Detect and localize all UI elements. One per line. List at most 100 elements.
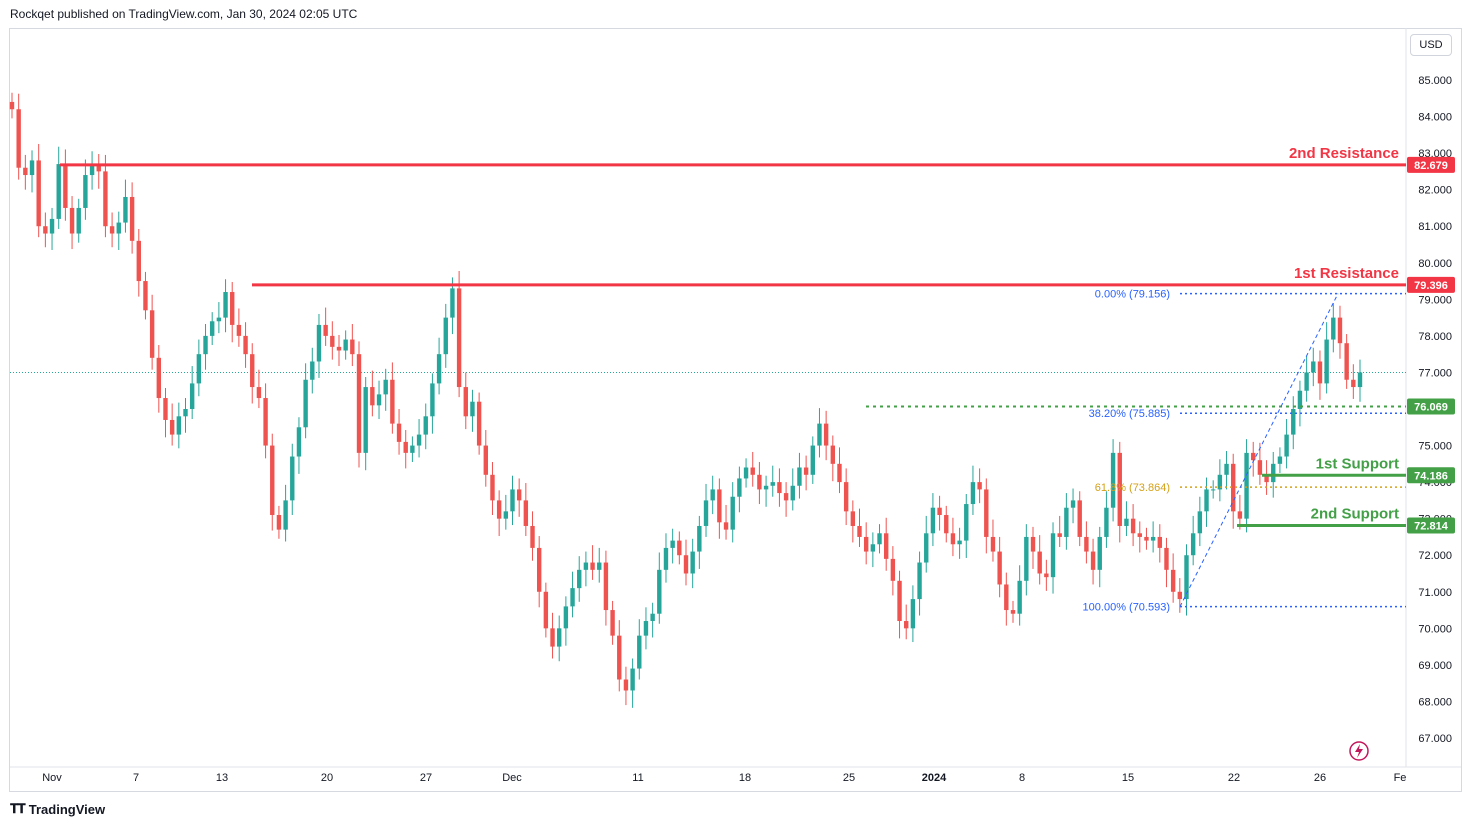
- candle-body: [536, 547, 542, 592]
- date-tick-label: 11: [632, 772, 643, 784]
- candle-body: [823, 423, 829, 446]
- candle-body: [783, 493, 789, 501]
- fib-level-label: 100.00% (70.593): [1083, 602, 1170, 614]
- candle-body: [430, 383, 435, 417]
- candle-body: [723, 522, 729, 530]
- candle-body: [610, 610, 615, 636]
- candle-body: [143, 281, 148, 311]
- candle-body: [16, 109, 21, 168]
- candle-body: [416, 434, 422, 446]
- candle-body: [1084, 536, 1089, 552]
- candle-body: [944, 515, 949, 534]
- candle-body: [1277, 456, 1283, 464]
- candle-body: [1311, 361, 1316, 373]
- candle-body: [577, 569, 582, 589]
- candle-body: [890, 558, 896, 581]
- candle-body: [503, 511, 509, 519]
- candle-body: [1357, 372, 1363, 388]
- chart-frame[interactable]: [9, 28, 1462, 792]
- level-price-badge: [1407, 156, 1455, 173]
- candle-body: [1124, 518, 1129, 526]
- candle-body: [990, 536, 996, 552]
- tradingview-logo-icon: 𝐓𝐓: [10, 801, 26, 816]
- date-tick-label: 15: [1122, 772, 1134, 784]
- candle-body: [1271, 463, 1276, 483]
- date-tick-label: 26: [1314, 772, 1326, 784]
- candle-body: [1257, 460, 1263, 475]
- date-tick-label: 27: [420, 772, 432, 784]
- candle-body: [997, 551, 1002, 585]
- candle-body: [757, 474, 762, 490]
- candle-body: [637, 635, 642, 669]
- candle-body: [450, 288, 455, 318]
- candle-body: [1030, 536, 1036, 552]
- candle-body: [837, 463, 842, 483]
- candle-body: [1057, 533, 1062, 537]
- candle-body: [283, 500, 288, 530]
- candle-body: [1037, 551, 1042, 574]
- price-tick-label: 85.000: [1418, 75, 1452, 87]
- price-tick-label: 82.000: [1418, 185, 1452, 197]
- candle-body: [1090, 551, 1096, 570]
- candle-body: [63, 164, 68, 208]
- candle-body: [663, 547, 669, 570]
- candle-body: [950, 533, 956, 545]
- candle-body: [583, 562, 589, 570]
- candle-body: [1104, 507, 1109, 537]
- candle-body: [370, 387, 375, 406]
- candle-body: [310, 361, 315, 380]
- price-tick-label: 68.000: [1418, 696, 1452, 708]
- candle-body: [1150, 536, 1156, 541]
- candle-body: [1064, 507, 1069, 537]
- date-tick-label: Nov: [42, 772, 62, 784]
- currency-button[interactable]: USD: [1410, 34, 1452, 56]
- candle-body: [376, 394, 382, 406]
- candle-body: [230, 292, 235, 325]
- candle-body: [196, 354, 202, 384]
- candle-body: [597, 562, 602, 570]
- candle-body: [677, 540, 682, 556]
- candle-body: [530, 525, 535, 548]
- candle-body: [390, 379, 395, 424]
- candle-body: [1184, 555, 1189, 600]
- price-tick-label: 77.000: [1418, 367, 1452, 379]
- date-tick-label: 22: [1228, 772, 1240, 784]
- level-price-badge: [1407, 517, 1455, 534]
- candle-body: [476, 401, 482, 446]
- candle-body: [803, 467, 809, 475]
- candle-body: [1337, 317, 1343, 344]
- tradingview-footer[interactable]: 𝐓𝐓 TradingView: [10, 801, 105, 817]
- candle-body: [290, 456, 295, 501]
- candle-body: [1264, 474, 1269, 483]
- candle-body: [543, 591, 549, 629]
- candle-body: [1024, 536, 1029, 581]
- candle-body: [697, 525, 702, 552]
- candle-body: [523, 500, 529, 526]
- price-tick-label: 69.000: [1418, 660, 1452, 672]
- candle-body: [750, 467, 755, 475]
- candle-body: [1217, 474, 1223, 490]
- candle-body: [563, 606, 569, 629]
- candle-body: [690, 551, 695, 574]
- candle-body: [216, 317, 222, 322]
- candle-body: [623, 679, 629, 691]
- candle-body: [1204, 489, 1209, 512]
- candle-body: [336, 346, 342, 351]
- candle-body: [330, 335, 335, 347]
- candle-body: [657, 569, 662, 614]
- candle-body: [904, 621, 909, 629]
- candle-body: [176, 416, 182, 435]
- date-tick-label: 13: [216, 772, 228, 784]
- candle-body: [129, 196, 135, 241]
- candle-body: [843, 482, 849, 512]
- candle-body: [670, 540, 675, 548]
- price-tick-label: 67.000: [1418, 733, 1452, 745]
- candle-body: [189, 383, 195, 409]
- candle-body: [830, 445, 836, 464]
- candle-body: [984, 489, 989, 537]
- candle-body: [276, 515, 282, 530]
- candle-body: [1110, 452, 1116, 508]
- publisher-header: Rockqet published on TradingView.com, Ja…: [10, 7, 358, 21]
- candle-body: [550, 628, 555, 647]
